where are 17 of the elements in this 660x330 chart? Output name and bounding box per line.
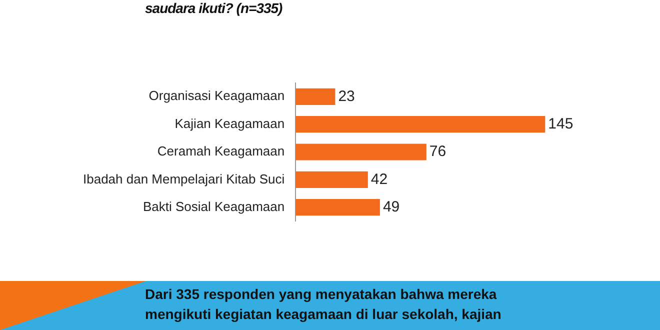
data-label: 145 — [548, 115, 574, 132]
y-tick-label: Bakti Sosial Keagamaan — [142, 198, 285, 214]
data-label: 42 — [370, 170, 388, 188]
chart-title: saudara ikuti? (n=335) — [145, 0, 282, 16]
bar — [296, 171, 368, 188]
text: Dari 335 responden yang menyatakan bahwa mereka mengikuti kegiatan keagamaan di luar sekolah, kajian — [145, 285, 502, 324]
bar — [296, 116, 546, 133]
bar — [296, 144, 426, 160]
bar — [296, 88, 336, 105]
data-label: 76 — [429, 143, 446, 160]
data-label: 49 — [382, 198, 400, 216]
y-tick-label: Ibadah dan Mempelajari Kitab Suci — [82, 171, 285, 186]
y-tick-label: Kajian Keagamaan — [174, 116, 285, 131]
bar — [296, 199, 380, 216]
y-tick-label: Ceramah Keagamaan — [157, 144, 285, 159]
y-tick-label: Organisasi Keagamaan — [148, 88, 285, 104]
data-label: 23 — [338, 88, 355, 105]
